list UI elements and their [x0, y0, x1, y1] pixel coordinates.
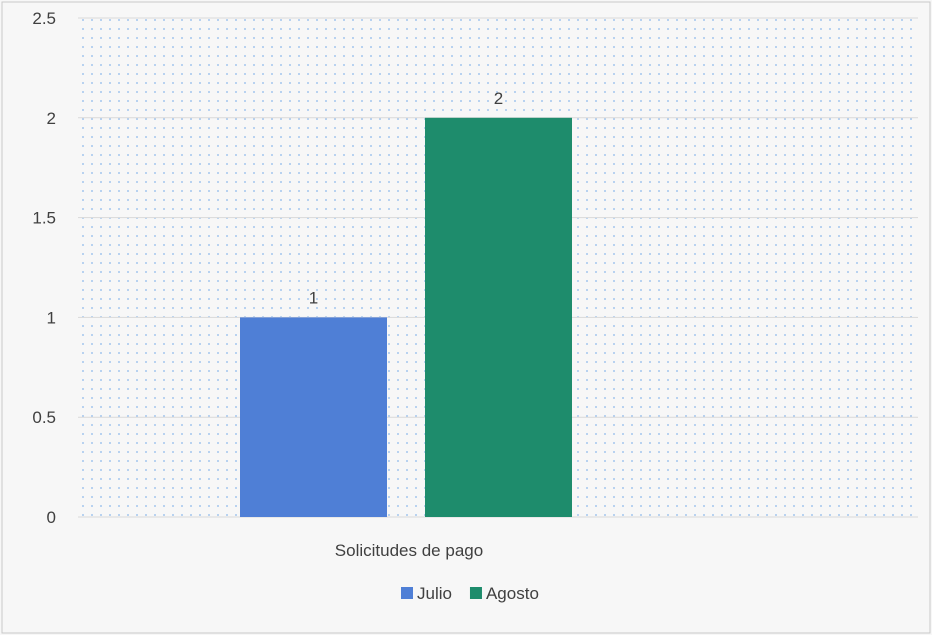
data-label-agosto: 2: [494, 89, 503, 108]
category-label: Solicitudes de pago: [335, 541, 483, 560]
y-tick-label: 2.5: [32, 9, 56, 28]
bar-agosto: [425, 117, 572, 518]
y-tick-label: 0.5: [32, 408, 56, 427]
y-tick-label: 0: [47, 508, 56, 527]
y-tick-label: 2: [47, 109, 56, 128]
y-axis-ticks: 0 0.5 1 1.5 2 2.5: [32, 9, 56, 527]
bar-julio: [240, 317, 387, 517]
data-label-julio: 1: [309, 288, 318, 307]
bars: [240, 117, 572, 518]
data-labels: 12: [309, 89, 503, 308]
legend-swatch-julio: [401, 587, 413, 599]
category-axis: Solicitudes de pago: [335, 541, 483, 560]
legend-label-agosto: Agosto: [486, 584, 539, 603]
legend: Julio Agosto: [401, 584, 539, 603]
y-tick-label: 1: [47, 308, 56, 327]
legend-swatch-agosto: [469, 587, 482, 599]
legend-label-julio: Julio: [417, 584, 452, 603]
y-tick-label: 1.5: [32, 209, 56, 228]
